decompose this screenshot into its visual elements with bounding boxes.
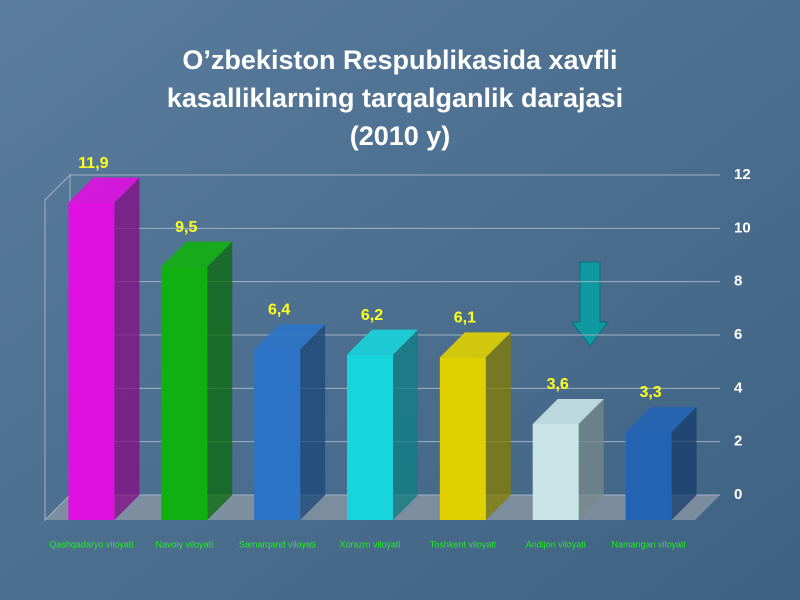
bar xyxy=(254,349,301,520)
chart-title: (2010 y) xyxy=(350,121,451,151)
bar-top xyxy=(347,329,418,355)
bar xyxy=(161,266,208,520)
x-tick-label: Namangan viloyati xyxy=(612,539,686,549)
x-tick-label: Andijon viloyati xyxy=(526,539,586,549)
y-tick-label: 6 xyxy=(734,326,742,343)
value-label: 3,6 xyxy=(547,376,569,393)
x-tick-label: Xorazm viloyati xyxy=(339,539,400,549)
bar-top xyxy=(68,177,140,203)
x-tick-label: Navoiy viloyati xyxy=(156,539,214,549)
bar-side xyxy=(671,407,697,520)
y-tick-label: 12 xyxy=(734,166,751,183)
bar-top xyxy=(625,407,697,432)
bar-side xyxy=(485,332,511,520)
bar xyxy=(347,354,393,520)
bar-top xyxy=(532,399,604,424)
value-label: 9,5 xyxy=(175,219,197,236)
bar xyxy=(532,424,579,520)
bar-side xyxy=(114,177,140,520)
bar-top xyxy=(161,241,233,267)
bar-side xyxy=(578,399,604,520)
bar xyxy=(625,432,672,520)
bar-side xyxy=(300,324,326,520)
bar xyxy=(68,202,115,520)
bar-side xyxy=(207,241,233,520)
value-label: 6,2 xyxy=(361,307,383,324)
y-tick-label: 10 xyxy=(734,219,751,236)
y-tick-label: 8 xyxy=(734,273,742,290)
chart-title: kasalliklarning tarqalganlik darajasi xyxy=(167,83,623,113)
bar-top xyxy=(439,332,511,358)
x-tick-label: Qashqadaryo viloyati xyxy=(49,539,133,549)
arrow xyxy=(571,261,609,347)
bar-side xyxy=(393,329,418,520)
x-tick-label: Toshkent viloyati xyxy=(430,539,496,549)
y-tick-label: 2 xyxy=(734,433,742,450)
bar xyxy=(439,357,486,520)
y-tick-label: 0 xyxy=(734,486,742,503)
value-label: 6,4 xyxy=(268,302,290,319)
value-label: 11,9 xyxy=(78,155,108,172)
bar-top xyxy=(254,324,326,350)
value-label: 6,1 xyxy=(454,310,476,327)
x-tick-label: Samarqand viloyati xyxy=(239,539,316,549)
chart-title: O’zbekiston Respublikasida xavfli xyxy=(182,45,617,75)
y-tick-label: 4 xyxy=(734,379,743,396)
value-label: 3,3 xyxy=(639,384,661,401)
